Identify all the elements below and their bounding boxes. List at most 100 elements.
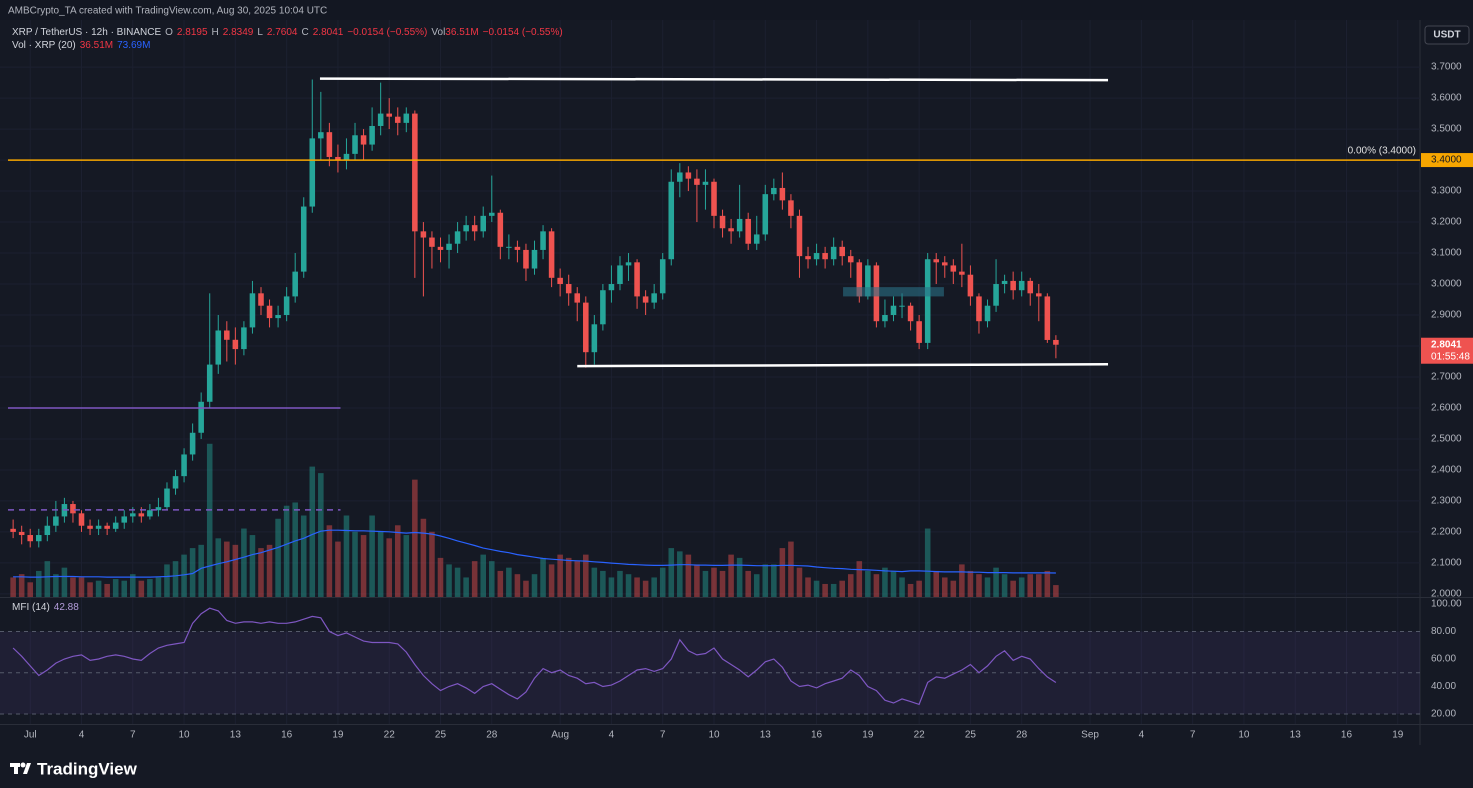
candle-body	[694, 178, 700, 185]
volume-bar	[420, 518, 427, 597]
volume-bar	[1027, 574, 1034, 597]
candle-body	[839, 246, 845, 257]
candle-body	[198, 401, 204, 433]
candle-body	[548, 231, 555, 278]
fib-label: 0.00% (3.4000)	[1348, 146, 1416, 157]
volume-bar	[950, 580, 957, 597]
volume-bar	[548, 564, 555, 597]
candle-body	[1010, 280, 1016, 291]
volume-bar	[437, 557, 444, 597]
volume-bar	[907, 583, 914, 597]
candle-body	[847, 256, 854, 263]
candle-body	[206, 364, 213, 402]
candle-body	[659, 259, 666, 294]
price-tag: 2.8041	[1431, 339, 1462, 350]
mfi-tick-label: 60.00	[1431, 654, 1456, 665]
candle-body	[249, 293, 256, 328]
volume-bar	[266, 544, 273, 597]
candle-body	[70, 504, 76, 514]
candle-body	[865, 265, 871, 297]
volume-bar	[87, 582, 93, 597]
mfi-band	[0, 631, 1420, 714]
volume-bar	[198, 544, 204, 597]
candle-body	[830, 246, 837, 260]
volume-bar	[523, 580, 529, 597]
x-tick-label: 7	[1190, 730, 1196, 741]
volume-bar	[514, 574, 521, 597]
candle-body	[959, 271, 965, 275]
candle-body	[805, 256, 811, 260]
fib-tag: 3.4000	[1431, 155, 1462, 166]
volume-bar	[924, 528, 931, 597]
volume-bar	[155, 577, 162, 597]
y-tick-label: 3.2000	[1431, 217, 1462, 228]
volume-bar	[856, 561, 863, 597]
candle-body	[10, 528, 16, 532]
mfi-pane	[0, 598, 1420, 724]
volume-bar	[300, 515, 307, 597]
y-tick-label: 2.9000	[1431, 310, 1462, 321]
candle-body	[574, 293, 581, 303]
mfi-tick-label: 20.00	[1431, 709, 1456, 720]
volume-bar	[608, 577, 615, 597]
volume-bar	[668, 548, 675, 597]
currency[interactable]: USDT	[1433, 30, 1460, 41]
candle-body	[352, 135, 358, 154]
volume-bar	[1010, 580, 1016, 597]
zone	[843, 287, 944, 297]
y-tick-label: 2.5000	[1431, 434, 1462, 445]
volume-bar	[497, 570, 504, 597]
candle-body	[189, 432, 196, 455]
candle-body	[762, 194, 769, 235]
candle-body	[600, 290, 606, 325]
candle-body	[232, 339, 239, 350]
y-tick-label: 2.2000	[1431, 527, 1462, 538]
candle-body	[993, 284, 999, 306]
x-tick-label: 28	[1016, 730, 1028, 741]
candle-body	[437, 246, 444, 250]
y-tick-label: 2.6000	[1431, 403, 1462, 414]
candle-body	[1001, 280, 1008, 285]
volume-bar	[805, 577, 811, 597]
candle-body	[950, 265, 957, 272]
candle-body	[1027, 280, 1034, 294]
volume-bar	[181, 554, 187, 597]
currency-button[interactable]	[1424, 25, 1470, 45]
candle-body	[454, 231, 461, 244]
volume-bar	[352, 531, 358, 597]
x-tick-label: 19	[1392, 730, 1404, 741]
volume-bar	[215, 538, 222, 597]
volume-bar	[565, 557, 572, 597]
candle-body	[719, 215, 726, 229]
volume-bar	[993, 567, 999, 597]
candle-body	[412, 113, 418, 232]
candle-body	[924, 259, 931, 343]
volume-bar	[463, 577, 469, 597]
volume-bar	[600, 570, 606, 597]
volume-bar	[959, 564, 965, 597]
volume-bar	[386, 538, 392, 597]
x-tick-label: 7	[130, 730, 136, 741]
candle-body	[429, 237, 435, 247]
candle-body	[506, 246, 512, 248]
candle-body	[446, 243, 452, 250]
volume-bar	[309, 466, 316, 597]
candle-body	[326, 132, 333, 157]
candle-body	[668, 181, 675, 260]
candle-body	[617, 265, 623, 285]
volume-bar	[753, 574, 760, 597]
volume-bar	[540, 557, 546, 597]
candle-body	[300, 206, 307, 272]
candle-body	[27, 535, 34, 542]
volume-bar	[377, 531, 384, 597]
volume-bar	[685, 554, 692, 597]
candle-body	[779, 187, 786, 201]
volume-bar	[95, 580, 102, 597]
volume-bar	[822, 583, 828, 597]
volume-bar	[121, 580, 128, 597]
y-tick-label: 2.7000	[1431, 372, 1462, 383]
volume-bar	[104, 583, 110, 597]
mfi-line	[12, 607, 1057, 706]
candle-body	[377, 113, 384, 126]
candle-body	[258, 293, 264, 306]
